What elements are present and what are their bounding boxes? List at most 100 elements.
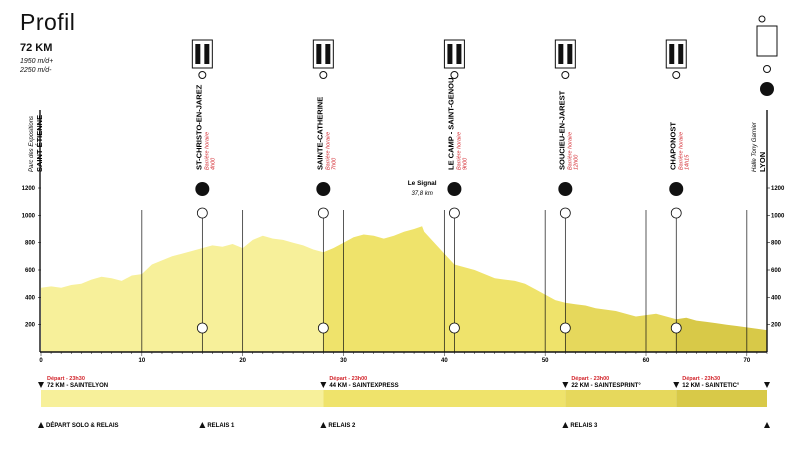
relay-clock-icon bbox=[559, 322, 571, 334]
relay-clock-icon bbox=[670, 322, 682, 334]
timing-icon bbox=[561, 71, 570, 79]
barrier-time: 7h00 bbox=[331, 157, 337, 170]
timing-icon bbox=[763, 65, 771, 73]
barrier-time: 14h15 bbox=[684, 154, 690, 170]
barrier-time: 4h00 bbox=[210, 157, 216, 170]
refreshment-icon bbox=[191, 39, 213, 69]
race-label: 12 KM - SAINTETIC° bbox=[682, 383, 740, 389]
race-bar-segment bbox=[676, 390, 767, 407]
end-location-name: LYON bbox=[758, 152, 767, 172]
timing-icon bbox=[672, 71, 681, 79]
race-start-arrow-icon bbox=[562, 382, 569, 388]
relay-clock-icon bbox=[449, 322, 460, 334]
relay-clock-icon bbox=[196, 322, 208, 334]
bottle-icon bbox=[678, 44, 684, 64]
x-tick-label: 0 bbox=[39, 358, 43, 364]
start-location-label: Parc des Expositions bbox=[29, 116, 35, 172]
y-tick-label-right: 1200 bbox=[771, 186, 785, 192]
food-drink-icon bbox=[756, 25, 778, 57]
x-tick-label: 10 bbox=[138, 358, 145, 364]
y-tick-label-right: 400 bbox=[771, 295, 782, 301]
barrier-time: 12h00 bbox=[573, 154, 579, 170]
finish-flag-icon bbox=[760, 82, 774, 96]
bottle-icon bbox=[558, 44, 564, 64]
timing-icon bbox=[450, 71, 459, 79]
race-start-arrow-icon bbox=[673, 382, 680, 388]
end-location-label: Halle Tony Garnier bbox=[752, 121, 758, 172]
race-end-arrow-icon bbox=[764, 382, 770, 388]
race-depart-time: Départ - 23h00 bbox=[571, 376, 609, 382]
relay-arrow-icon bbox=[320, 422, 327, 428]
y-tick-label-left: 800 bbox=[25, 241, 36, 247]
start-location-name: SAINT-ÉTIENNE bbox=[35, 115, 44, 172]
barrier-label: Barrière horaire bbox=[456, 132, 462, 170]
bottle-icon bbox=[456, 44, 462, 64]
page-title: Profil bbox=[20, 9, 76, 35]
refreshment-icon bbox=[443, 39, 465, 69]
race-label: 22 KM - SAINTESPRINT° bbox=[571, 383, 641, 389]
race-bar-segment bbox=[323, 390, 566, 407]
cross-marker-icon bbox=[670, 207, 682, 219]
profile-area-segment-1 bbox=[41, 235, 324, 352]
race-depart-time: Départ - 23h30 bbox=[682, 376, 720, 382]
bottle-icon bbox=[447, 44, 453, 64]
aid-station-name: SAINTE-CATHERINE bbox=[315, 97, 324, 170]
y-tick-label-left: 400 bbox=[25, 295, 36, 301]
y-tick-label-left: 1200 bbox=[22, 186, 36, 192]
bottle-icon bbox=[669, 44, 675, 64]
bottle-icon bbox=[316, 44, 322, 64]
cross-marker-icon bbox=[559, 207, 571, 219]
refreshment-icon bbox=[665, 39, 687, 69]
y-tick-label-left: 1000 bbox=[22, 213, 36, 219]
refreshment-icon bbox=[312, 39, 334, 69]
x-tick-label: 50 bbox=[542, 358, 549, 364]
race-bar-segment bbox=[41, 390, 324, 407]
profile-area-segment-3 bbox=[565, 302, 677, 352]
aid-station-name: SOUCIEU-EN-JAREST bbox=[557, 90, 566, 170]
elevation-gain: 1950 m/d+ bbox=[20, 58, 54, 65]
y-tick-label-right: 200 bbox=[771, 323, 782, 329]
timing-icon bbox=[319, 71, 328, 79]
race-label: 72 KM - SAINTELYON bbox=[47, 383, 108, 389]
x-tick-label: 60 bbox=[643, 358, 650, 364]
y-tick-label-left: 600 bbox=[25, 268, 36, 274]
barrier-time: 9h00 bbox=[462, 157, 468, 170]
profile-area-segment-4 bbox=[676, 317, 767, 352]
y-tick-label-right: 1000 bbox=[771, 213, 785, 219]
aid-station-marker-icon bbox=[558, 182, 573, 196]
relay-end-arrow-icon bbox=[764, 422, 770, 428]
relay-label: RELAIS 2 bbox=[328, 423, 356, 429]
bottle-icon bbox=[204, 44, 210, 64]
race-distance: 72 KM bbox=[20, 42, 53, 54]
race-depart-time: Départ - 23h00 bbox=[329, 376, 367, 382]
barrier-label: Barrière horaire bbox=[325, 132, 331, 170]
x-tick-label: 30 bbox=[340, 358, 347, 364]
aid-station-name: LE CAMP - SAINT-GENOU bbox=[446, 78, 455, 170]
x-tick-label: 20 bbox=[239, 358, 246, 364]
timing-icon bbox=[198, 71, 207, 79]
race-start-arrow-icon bbox=[38, 382, 44, 388]
aid-station-marker-icon bbox=[669, 182, 684, 196]
highpoint-name: Le Signal bbox=[408, 180, 437, 187]
bottle-icon bbox=[567, 44, 573, 64]
aid-station-name: CHAPONOST bbox=[668, 122, 677, 170]
aid-station-name: ST-CHRISTO-EN-JAREZ bbox=[194, 84, 203, 170]
relay-arrow-icon bbox=[562, 422, 569, 428]
race-label: 44 KM - SAINTEXPRESS bbox=[329, 383, 398, 389]
relay-arrow-icon bbox=[199, 422, 206, 428]
race-depart-time: Départ - 23h30 bbox=[47, 376, 85, 382]
cross-marker-icon bbox=[196, 207, 208, 219]
bottle-icon bbox=[325, 44, 331, 64]
barrier-label: Barrière horaire bbox=[204, 132, 210, 170]
barrier-label: Barrière horaire bbox=[567, 132, 573, 170]
aid-station-marker-icon bbox=[316, 182, 331, 196]
y-tick-label-right: 600 bbox=[771, 268, 782, 274]
relay-label: DÉPART SOLO & RELAIS bbox=[46, 421, 119, 429]
relay-clock-icon bbox=[317, 322, 329, 334]
highpoint-distance: 37,8 km bbox=[411, 191, 432, 197]
y-tick-label-left: 200 bbox=[25, 323, 36, 329]
y-tick-label-right: 800 bbox=[771, 241, 782, 247]
aid-station-marker-icon bbox=[447, 182, 462, 196]
wifi-icon bbox=[758, 15, 766, 23]
